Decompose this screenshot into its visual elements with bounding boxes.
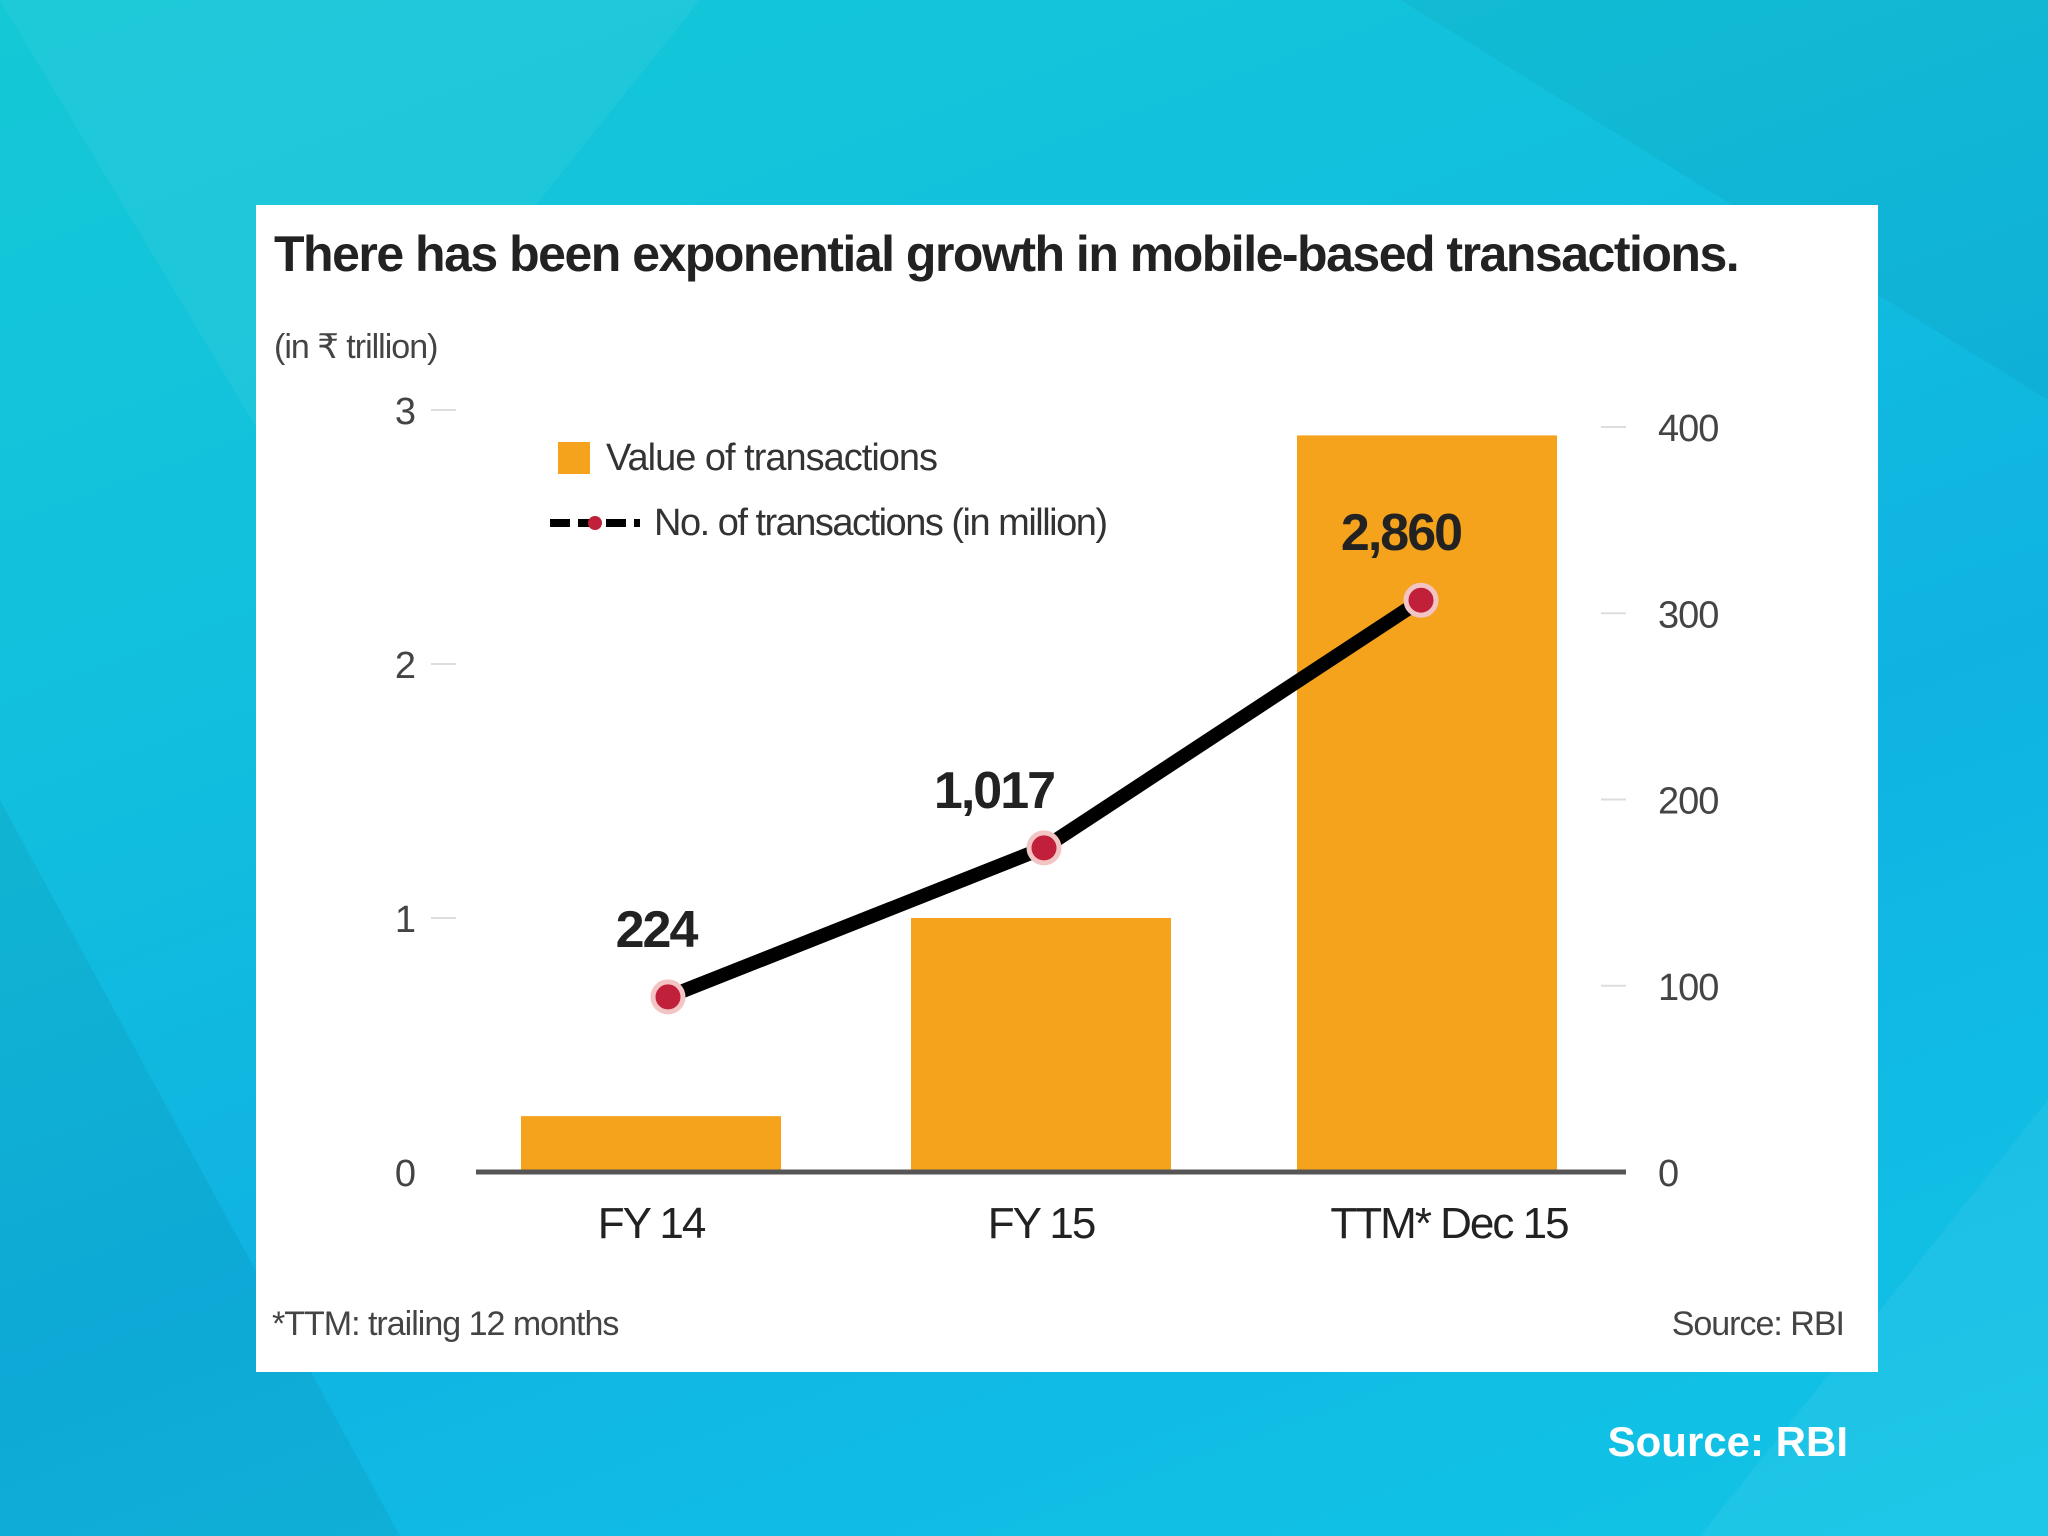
chart-plot: (in ₹ trillion) 0 1 2 3 0 100 200 300 400 FY 14 FY …	[274, 328, 1719, 1248]
x-tick-label: FY 15	[988, 1199, 1095, 1248]
chart-card: There has been exponential growth in mob…	[256, 205, 1878, 1372]
bar-fy-15	[911, 918, 1171, 1172]
data-label: 1,017	[934, 762, 1054, 820]
data-label: 2,860	[1341, 504, 1461, 562]
chart-title: There has been exponential growth in mob…	[274, 226, 1740, 282]
y2-tick-label: 300	[1658, 594, 1718, 636]
y-tick-label: 1	[395, 899, 416, 941]
x-tick-label: FY 14	[598, 1199, 706, 1248]
line-point	[1403, 582, 1439, 618]
data-label: 224	[616, 901, 699, 959]
line-point	[650, 979, 686, 1015]
y2-tick-label: 0	[1658, 1153, 1678, 1195]
y-tick-label: 0	[395, 1153, 416, 1195]
y2-tick-label: 100	[1658, 967, 1718, 1009]
y-axis-label: (in ₹ trillion)	[274, 328, 437, 366]
page-source: Source: RBI	[1607, 1418, 1848, 1465]
line-point	[1026, 830, 1062, 866]
bar-fy-14	[521, 1116, 781, 1172]
chart-footnote: *TTM: trailing 12 months	[272, 1305, 619, 1343]
legend-marker	[588, 516, 602, 530]
legend-label-line: No. of transactions (in million)	[654, 502, 1107, 544]
legend-label-bar: Value of transactions	[606, 437, 937, 479]
chart-source: Source: RBI	[1671, 1305, 1845, 1343]
y2-tick-label: 200	[1658, 781, 1718, 823]
legend-swatch-bar	[558, 442, 590, 474]
bar-ttm-dec-15	[1297, 435, 1557, 1172]
y2-tick-label: 400	[1658, 408, 1718, 450]
y-tick-label: 3	[395, 391, 416, 433]
x-tick-label: TTM* Dec 15	[1330, 1199, 1568, 1248]
y-tick-label: 2	[395, 645, 416, 687]
